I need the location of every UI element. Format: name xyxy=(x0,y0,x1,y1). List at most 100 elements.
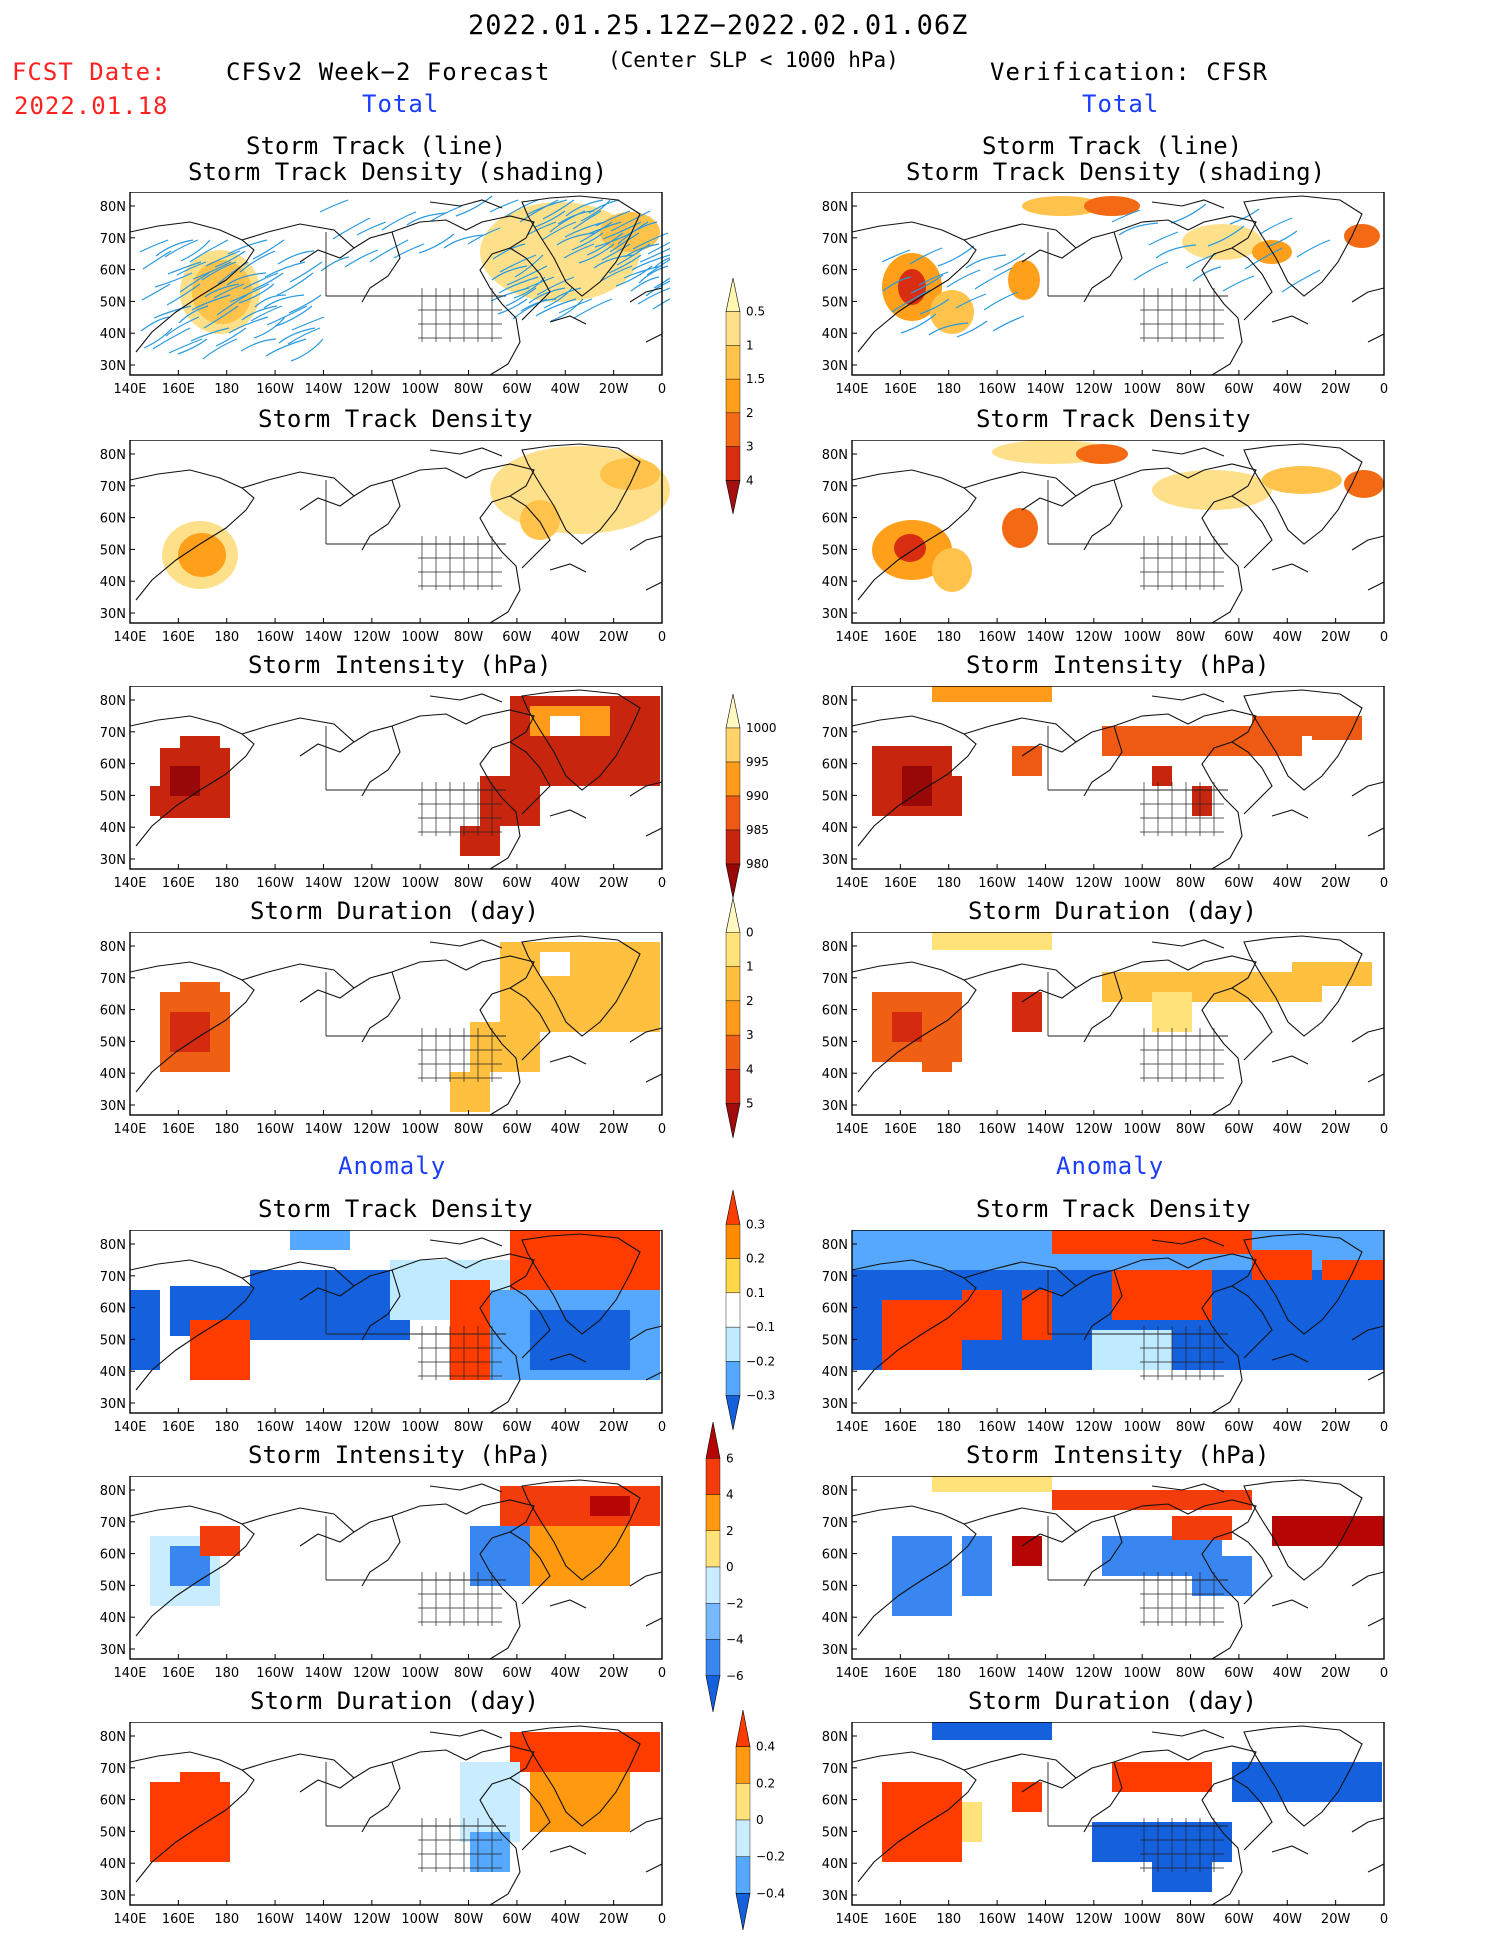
lon-label: 60W xyxy=(1224,630,1254,645)
coastline xyxy=(1075,215,1257,376)
storm-track-line xyxy=(882,276,912,292)
lat-label: 70N xyxy=(822,1516,848,1531)
grid-cell xyxy=(1112,1270,1212,1320)
lon-label: 140W xyxy=(1027,1912,1065,1927)
lat-label: 50N xyxy=(100,543,126,558)
coastline xyxy=(851,1259,977,1391)
map-panel-duranom_f: 80N 70N 60N 50N 40N 30N 140E 160E 180 160W 140W 120… xyxy=(100,1722,666,1927)
map-frame xyxy=(129,440,663,624)
lon-label: 100W xyxy=(1123,1912,1161,1927)
map-frame xyxy=(851,192,1385,376)
grid-cell xyxy=(962,1290,1002,1340)
title-duration-fcst: Storm Duration (day) xyxy=(250,897,539,925)
shading-blob xyxy=(1262,466,1342,494)
grid-cell xyxy=(1052,1230,1252,1254)
lat-label: 60N xyxy=(100,1302,126,1317)
grid-cell xyxy=(1252,716,1312,736)
lat-label: 50N xyxy=(100,1333,126,1348)
lat-label: 40N xyxy=(100,1365,126,1380)
lon-label: 140W xyxy=(305,630,343,645)
coastline xyxy=(353,463,535,624)
title-density-fcst: Storm Track Density xyxy=(258,405,533,433)
lon-label: 0 xyxy=(1380,1912,1388,1927)
map-panel-dur_v: 80N 70N 60N 50N 40N 30N 140E 160E 180 160W 140W 120… xyxy=(822,932,1388,1137)
lon-label: 140W xyxy=(1027,630,1065,645)
lat-label: 60N xyxy=(822,512,848,527)
lon-label: 40W xyxy=(1273,630,1303,645)
storm-track-line xyxy=(443,234,485,249)
lat-label: 40N xyxy=(100,1611,126,1626)
shading-blob xyxy=(1076,444,1128,464)
lon-label: 160W xyxy=(978,382,1016,397)
lon-label: 120W xyxy=(353,1122,391,1137)
grid-cell xyxy=(1252,1250,1312,1280)
lat-label: 60N xyxy=(100,758,126,773)
lon-label: 80W xyxy=(1176,630,1206,645)
storm-track-line xyxy=(956,320,988,338)
storm-track-line xyxy=(1281,269,1321,293)
colorbar-segment xyxy=(725,795,741,831)
coastline xyxy=(1075,955,1257,1116)
lon-label: 140W xyxy=(305,1122,343,1137)
storm-track-line xyxy=(497,298,528,315)
verification-column-title: Verification: CFSR xyxy=(990,58,1269,86)
lon-label: 80W xyxy=(1176,382,1206,397)
colorbar-label: 1 xyxy=(746,960,754,974)
colorbar-label: −0.4 xyxy=(756,1886,785,1900)
lon-label: 140W xyxy=(305,1666,343,1681)
storm-track-line xyxy=(215,327,247,347)
storm-track-line xyxy=(630,276,660,292)
storm-track-line xyxy=(381,211,417,231)
map-frame xyxy=(129,1722,663,1906)
lon-label: 40W xyxy=(1273,1122,1303,1137)
shading-blob xyxy=(1344,470,1384,498)
lat-label: 80N xyxy=(100,448,126,463)
lat-label: 70N xyxy=(822,1270,848,1285)
storm-track-line xyxy=(264,261,306,278)
coastline xyxy=(1271,315,1309,325)
coastline xyxy=(509,741,551,815)
lon-label: 0 xyxy=(658,1912,666,1927)
lon-label: 20W xyxy=(1321,1122,1351,1137)
title-density-anom-fcst: Storm Track Density xyxy=(258,1195,533,1223)
colorbar-label: −4 xyxy=(726,1633,744,1647)
lon-label: 0 xyxy=(1380,876,1388,891)
storm-track-line xyxy=(505,287,537,307)
storm-track-line xyxy=(290,338,324,362)
storm-track-line xyxy=(189,239,229,263)
lat-label: 50N xyxy=(822,789,848,804)
colorbar-cap xyxy=(725,863,741,899)
lon-label: 160E xyxy=(162,876,195,891)
coastline xyxy=(361,725,401,797)
storm-track-line xyxy=(252,239,285,260)
storm-track-line xyxy=(573,298,613,319)
storm-track-line xyxy=(356,221,387,236)
lon-label: 160W xyxy=(256,630,294,645)
colorbar-label: 2 xyxy=(746,406,754,420)
lon-label: 180 xyxy=(214,382,239,397)
storm-track-line xyxy=(1222,275,1255,292)
lat-label: 60N xyxy=(822,1548,848,1563)
storm-track-line xyxy=(216,294,248,316)
lon-label: 160W xyxy=(978,1666,1016,1681)
lon-label: 100W xyxy=(1123,1122,1161,1137)
storm-track-line xyxy=(610,210,651,232)
map-panel-dens_f: 80N 70N 60N 50N 40N 30N 140E 160E 180 160W 140W 120… xyxy=(100,440,670,645)
shading-blob xyxy=(1182,224,1262,260)
storm-track-line xyxy=(654,257,670,268)
coastline xyxy=(549,1599,587,1609)
lon-label: 120W xyxy=(1075,630,1113,645)
lon-label: 80W xyxy=(454,1666,484,1681)
lon-label: 160E xyxy=(884,1420,917,1435)
map-panel-duranom_v: 80N 70N 60N 50N 40N 30N 140E 160E 180 160W 140W 120… xyxy=(822,1722,1388,1927)
colorbar-intensity_anom: 6 4 2 0 −2 −4 −6 xyxy=(705,1421,744,1713)
coastline xyxy=(521,689,641,791)
storm-track-line xyxy=(154,272,193,288)
lat-label: 70N xyxy=(822,232,848,247)
lon-label: 0 xyxy=(658,1122,666,1137)
lat-label: 70N xyxy=(100,972,126,987)
lon-label: 60W xyxy=(502,876,532,891)
lon-label: 0 xyxy=(1380,1666,1388,1681)
storm-track-line xyxy=(616,243,651,266)
grid-cell xyxy=(932,1476,1052,1492)
